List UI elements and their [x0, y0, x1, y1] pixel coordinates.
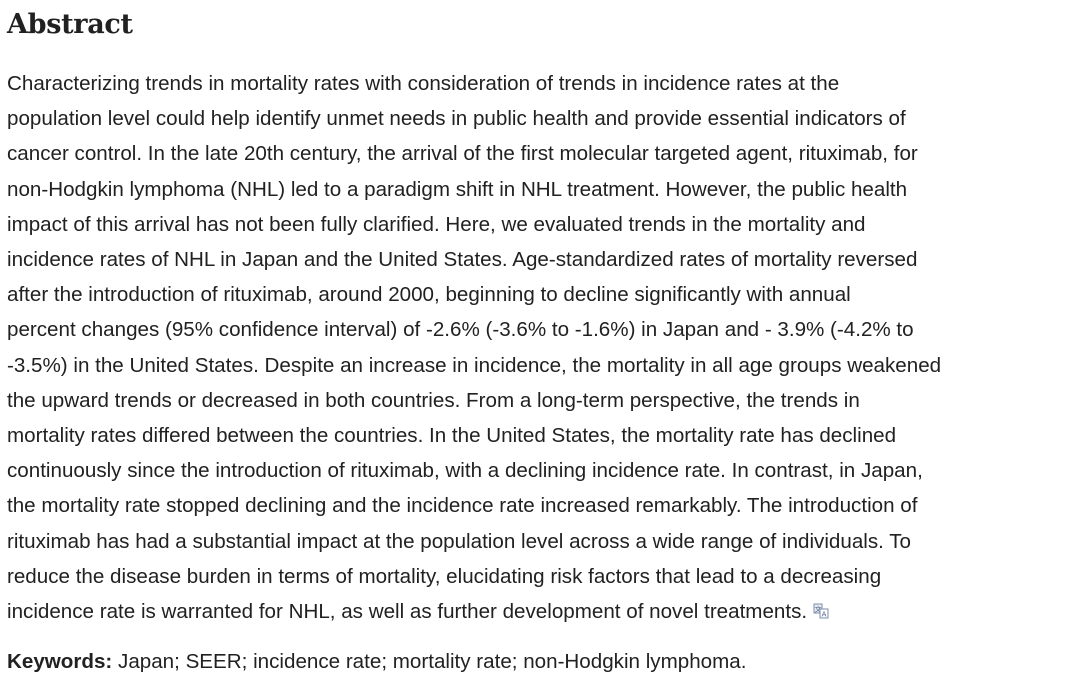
abstract-line: Characterizing trends in mortality rates… [7, 72, 840, 95]
abstract-line: cancer control. In the late 20th century… [7, 142, 918, 166]
abstract-line: continuously since the introduction of r… [7, 459, 923, 483]
abstract-line: non-Hodgkin lymphoma (NHL) led to a para… [7, 177, 908, 201]
abstract-line: incidence rates of NHL in Japan and the … [7, 248, 918, 272]
abstract-line: reduce the disease burden in terms of mo… [7, 564, 882, 588]
abstract-text: Characterizing trends in mortality rates… [7, 66, 941, 629]
abstract-line: -3.5%) in the United States. Despite an … [7, 353, 942, 377]
abstract-line: incidence rate is warranted for NHL, as … [7, 600, 808, 624]
abstract-line: rituximab has had a substantial impact a… [7, 529, 911, 553]
abstract-line: mortality rates differed between the cou… [7, 424, 897, 448]
svg-text:A: A [822, 611, 827, 619]
section-heading: Abstract [7, 9, 133, 40]
abstract-line: the upward trends or decreased in both c… [7, 388, 860, 412]
keywords: Keywords: Japan; SEER; incidence rate; m… [7, 647, 746, 677]
abstract-line: population level could help identify unm… [7, 107, 906, 131]
keywords-value: Japan; SEER; incidence rate; mortality r… [112, 650, 747, 673]
abstract-line: percent changes (95% confidence interval… [7, 318, 914, 342]
svg-text:文: 文 [815, 605, 822, 614]
abstract-line: impact of this arrival has not been full… [7, 212, 866, 236]
abstract-line: the mortality rate stopped declining and… [7, 494, 918, 518]
keywords-label: Keywords: [7, 650, 113, 673]
abstract-last-line: incidence rate is warranted for NHL, as … [7, 594, 941, 629]
abstract-line: after the introduction of rituximab, aro… [7, 283, 851, 307]
